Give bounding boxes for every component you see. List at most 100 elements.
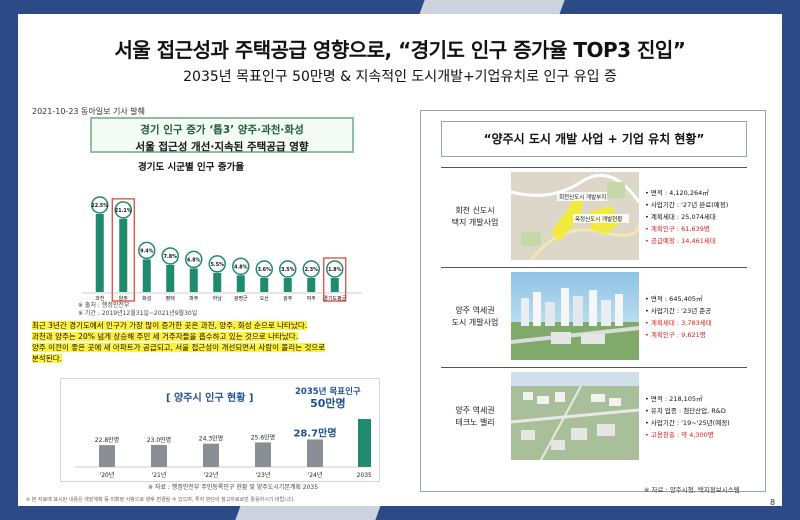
project-row-station-urban: 양주 역세권 도시 개발사업 [441, 267, 747, 365]
population-category-label: '22년 [204, 471, 219, 479]
growth-category-label: 평택 [166, 295, 176, 302]
project-info: • 면적 : 4,120,264㎡ • 사업기간 : '27년 완료(예정) • 계… [645, 168, 749, 266]
chart-note-period: ※ 기간 : 2019년12월31일~2021년9월30일 [78, 310, 198, 317]
growth-value-label: 4.8% [234, 264, 247, 270]
growth-bar [95, 214, 104, 292]
growth-value-label: 1.8% [328, 267, 341, 273]
slide: 서울 접근성과 주택공급 영향으로, “경기도 인구 증가율 TOP3 진입” … [18, 14, 782, 507]
growth-bar [283, 278, 292, 292]
population-bar [203, 443, 219, 467]
project-info-item: • 면적 : 645,405㎡ [645, 295, 703, 303]
growth-category-label: 화성 [142, 295, 151, 302]
population-value-label: 25.6만명 [251, 433, 275, 441]
project-name: 회천 신도시 택지 개발사업 [451, 206, 499, 227]
page-number: 8 [770, 498, 776, 507]
growth-highlight-frame [111, 198, 135, 302]
growth-bubble [302, 260, 320, 278]
growth-bar [260, 278, 269, 292]
project-name: 양주 역세권 테크노 밸리 [455, 406, 495, 427]
target-population: 2035년 목표인구 50만명 [295, 387, 361, 409]
population-value-label: 23.0만명 [147, 436, 171, 444]
growth-bubble [326, 260, 344, 278]
population-category-label: '21년 [152, 471, 167, 479]
growth-category-label: 경기도평균 [323, 295, 346, 302]
growth-value-label: 5.5% [211, 262, 224, 268]
growth-category-label: 여주 [307, 295, 317, 302]
population-category-label: '20년 [100, 471, 115, 479]
chart-notes: ※ 출처 : 행정안전부 ※ 기간 : 2019년12월31일~2021년9월3… [78, 302, 197, 318]
growth-bubble [208, 255, 226, 273]
growth-bubble [232, 257, 250, 276]
population-bar [255, 442, 271, 467]
population-title: [ 양주시 인구 현황 ] [166, 393, 254, 404]
chart-title: 경기도 시군별 인구 증가율 [138, 162, 245, 173]
growth-category-label: 오산 [260, 295, 270, 302]
growth-value-label: 2.3% [305, 267, 318, 273]
project-render-image [511, 272, 639, 360]
chart-note-source: ※ 출처 : 행정안전부 [78, 302, 130, 309]
population-category-label: 2035년 [357, 471, 371, 479]
growth-highlight-frame [323, 257, 347, 302]
growth-category-label: 광명군 [234, 295, 248, 302]
growth-bubble [185, 250, 203, 269]
growth-value-label: 3.5% [281, 267, 294, 273]
body-line-2: 과천과 양주는 20% 넘게 상승해 주민 세 거주자들을 흡수하고 있는 것으… [32, 332, 299, 341]
project-info-item: • 공급예정 : 14,461세대 [645, 237, 716, 245]
growth-bar-chart: 22.5% 과천 21.1% 양주 9.4% 화성 7.8% 평택 6.8% 파주 5.5% 하남 4.… [82, 196, 362, 302]
body-line-3: 양주 이전이 좋은 곳에 새 아파트가 공급되고, 서울 접근성이 개선되면서 … [32, 343, 326, 352]
growth-category-label: 파주 [189, 295, 199, 302]
population-source: ※ 자료 : 행정안전부 주민등록인구 현황 및 양주도시기본계획 2035 [148, 484, 319, 491]
growth-bar [213, 272, 222, 292]
growth-bar [119, 218, 128, 292]
right-panel-source: ※ 자료 : 양주시청, 택지정보시스템 [644, 486, 740, 494]
growth-value-label: 6.8% [187, 257, 200, 263]
project-info-item: • 사업기간 : '27년 완료(예정) [645, 201, 729, 209]
project-row-techno-valley: 양주 역세권 테크노 밸리 • 면적 [441, 367, 747, 465]
project-info-item: • 계획인구 : 9,621명 [645, 331, 706, 339]
project-info: • 면적 : 645,405㎡ • 사업기간 : '23년 준공 • 계획세대 : … [645, 268, 749, 366]
right-panel-title: “양주시 도시 개발 사업 + 기업 유치 현황” [441, 121, 747, 157]
population-value-label: 24.3만명 [199, 435, 223, 443]
growth-value-label: 22.5% [91, 203, 108, 209]
right-panel: “양주시 도시 개발 사업 + 기업 유치 현황” 회천 신도시 택지 개발사업… [420, 110, 766, 492]
population-value-label: 22.8만명 [95, 436, 119, 444]
headline-line-1: 경기 인구 증가 ‘톱3’ 양주·과천·화성 [140, 124, 304, 136]
project-info-item: • 면적 : 4,120,264㎡ [645, 189, 709, 197]
growth-bar [307, 278, 316, 292]
growth-value-label: 21.1% [115, 208, 132, 214]
project-info: • 면적 : 218,105㎡ • 유치 업종 : 첨단산업, R&D • 사업기간… [645, 368, 749, 466]
population-box: [ 양주시 인구 현황 ] 2035년 목표인구 50만명 22.8만명 '20년… [60, 378, 380, 482]
growth-bubble [91, 196, 109, 214]
footer-disclaimer: ※ 본 자료에 표시된 내용은 개발계획 등 미확정 사항으로 향후 변경될 수… [26, 497, 295, 503]
population-value-label: 28.7만명 [293, 426, 336, 439]
project-name: 양주 역세권 도시 개발사업 [451, 306, 499, 327]
page-title: 서울 접근성과 주택공급 영향으로, “경기도 인구 증가율 TOP3 진입” [114, 38, 686, 62]
body-line-4: 분석된다. [32, 354, 62, 363]
target-label: 2035년 목표인구 [295, 387, 361, 397]
article-date: 2021-10-23 동아일보 기사 발췌 [32, 107, 146, 116]
population-bar [99, 445, 115, 467]
project-info-item: • 계획세대 : 25,074세대 [645, 213, 716, 221]
project-info-item: • 고용창출 : 약 4,300명 [645, 431, 714, 439]
growth-value-label: 9.4% [140, 248, 153, 254]
article-body: 최근 3년간 경기도에서 인구가 가장 많이 증가한 곳은 과천, 양주, 화성… [32, 320, 372, 364]
project-info-item: • 면적 : 218,105㎡ [645, 395, 703, 403]
project-map-image: 회천신도시 개발부지 옥정신도시 개발현황 [511, 172, 639, 260]
body-line-1: 최근 3년간 경기도에서 인구가 가장 많이 증가한 곳은 과천, 양주, 화성… [32, 321, 308, 330]
population-category-label: '24년 [308, 471, 323, 479]
growth-bubble [279, 260, 297, 278]
growth-bubble [255, 260, 273, 278]
project-row-hoecheon: 회천 신도시 택지 개발사업 회천신도시 개발부지 옥정신도시 개발현황 • 면… [441, 167, 747, 265]
growth-category-label: 과천 [95, 295, 105, 302]
growth-category-label: 하남 [213, 295, 223, 302]
project-info-item: • 계획세대 : 3,783세대 [645, 319, 712, 327]
project-info-item: • 사업기간 : '19~'25년(예정) [645, 419, 730, 427]
growth-bar [142, 259, 151, 292]
growth-bar [330, 278, 339, 292]
growth-value-label: 3.6% [258, 267, 271, 273]
headline-line-2: 서울 접근성 개선·지속된 주택공급 영향 [135, 141, 309, 153]
growth-category-label: 광주 [283, 295, 293, 302]
project-info-item: • 계획인구 : 61,639명 [645, 225, 710, 233]
growth-bubble [114, 201, 132, 219]
target-value: 50만명 [310, 397, 346, 410]
